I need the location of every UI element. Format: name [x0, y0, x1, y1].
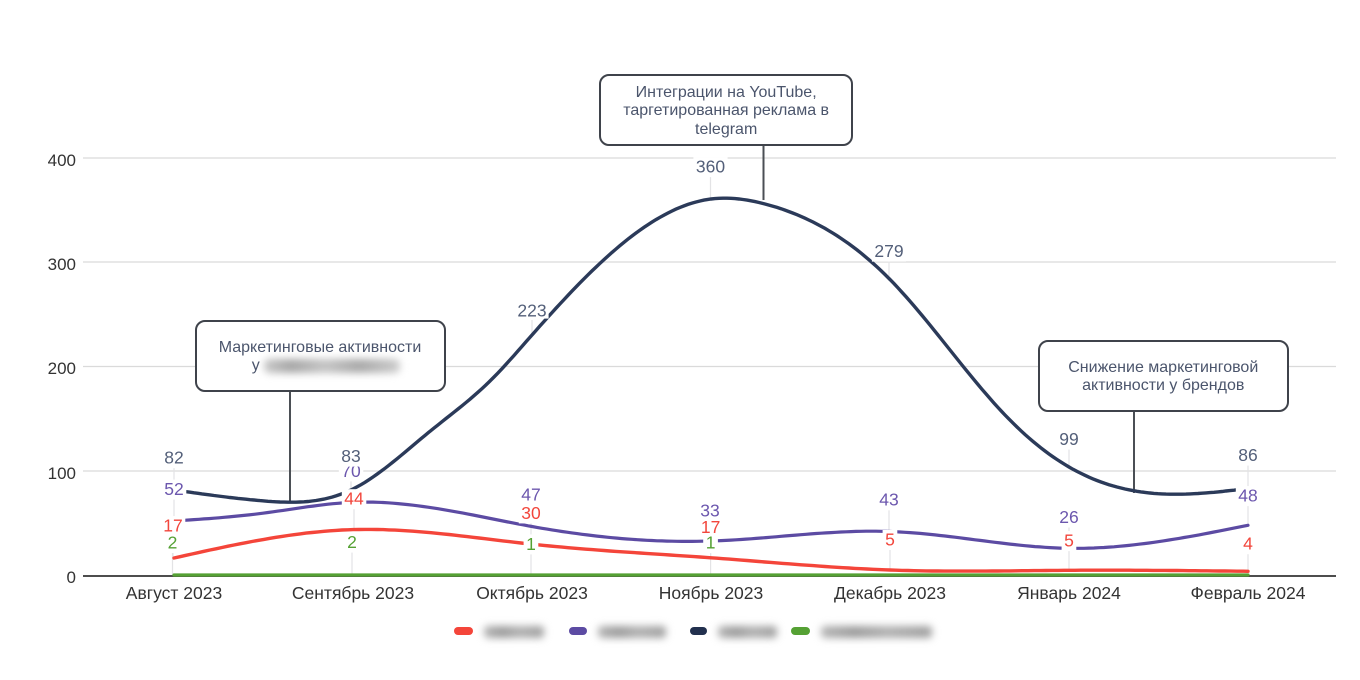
svg-text:5: 5 [1064, 531, 1074, 551]
svg-text:1: 1 [526, 534, 536, 554]
svg-text:360: 360 [696, 157, 725, 177]
svg-text:48: 48 [1238, 486, 1257, 506]
svg-text:43: 43 [879, 490, 898, 510]
svg-text:5: 5 [885, 529, 895, 549]
svg-text:86: 86 [1238, 445, 1257, 465]
svg-text:17: 17 [701, 517, 720, 537]
svg-text:26: 26 [1059, 507, 1078, 527]
svg-text:44: 44 [344, 489, 364, 509]
svg-text:17: 17 [163, 516, 182, 536]
svg-text:2: 2 [347, 532, 357, 552]
svg-text:47: 47 [521, 485, 540, 505]
svg-text:223: 223 [517, 301, 546, 321]
svg-text:52: 52 [164, 479, 183, 499]
svg-text:33: 33 [700, 501, 719, 521]
svg-text:1: 1 [706, 533, 716, 553]
svg-text:99: 99 [1059, 429, 1078, 449]
svg-text:83: 83 [341, 446, 360, 466]
svg-text:82: 82 [164, 448, 183, 468]
svg-text:2: 2 [168, 532, 178, 552]
svg-text:279: 279 [874, 241, 903, 261]
svg-text:4: 4 [1243, 534, 1253, 554]
svg-text:30: 30 [521, 503, 541, 523]
